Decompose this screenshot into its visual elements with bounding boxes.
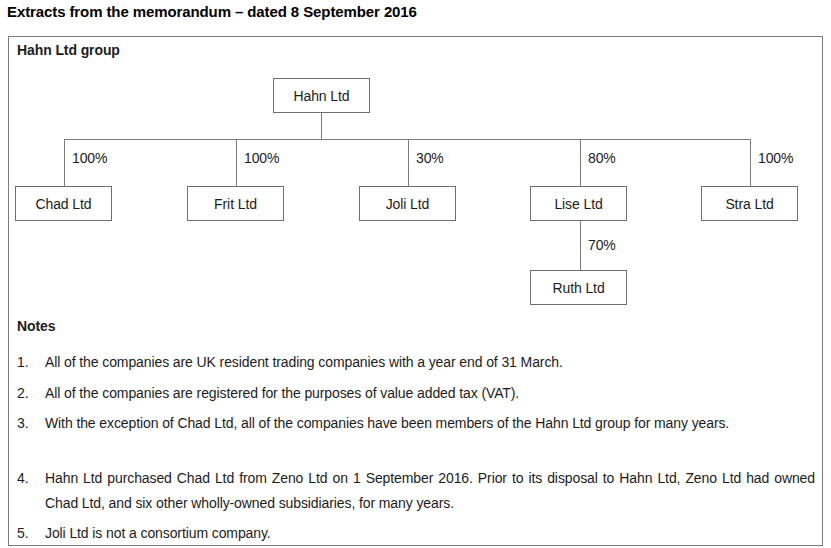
org-node-stra-label: Stra Ltd bbox=[725, 196, 773, 212]
note-number: 4. bbox=[17, 466, 45, 516]
memorandum-extract-page: Extracts from the memorandum – dated 8 S… bbox=[0, 0, 831, 548]
note-number: 3. bbox=[17, 411, 45, 436]
note-text: Hahn Ltd purchased Chad Ltd from Zeno Lt… bbox=[45, 466, 815, 516]
note-item-4: 4. Hahn Ltd purchased Chad Ltd from Zeno… bbox=[17, 466, 815, 516]
note-item-5: 5. Joli Ltd is not a consortium company. bbox=[17, 521, 815, 546]
org-node-lise: Lise Ltd bbox=[530, 186, 627, 221]
connector-drop-stra bbox=[750, 139, 751, 187]
connector-drop-frit bbox=[236, 139, 237, 187]
org-node-frit: Frit Ltd bbox=[187, 186, 284, 221]
note-number: 1. bbox=[17, 350, 45, 375]
org-node-chad-label: Chad Ltd bbox=[35, 196, 91, 212]
note-text: Joli Ltd is not a consortium company. bbox=[45, 521, 815, 546]
notes-heading: Notes bbox=[17, 318, 55, 334]
ownership-label-lise: 80% bbox=[588, 150, 616, 166]
org-node-frit-label: Frit Ltd bbox=[214, 196, 257, 212]
org-node-hahn: Hahn Ltd bbox=[273, 78, 370, 113]
org-node-joli: Joli Ltd bbox=[359, 186, 456, 221]
note-text: All of the companies are UK resident tra… bbox=[45, 350, 815, 375]
group-panel-title: Hahn Ltd group bbox=[17, 42, 120, 58]
ownership-label-ruth: 70% bbox=[588, 237, 616, 253]
org-node-ruth-label: Ruth Ltd bbox=[552, 280, 604, 296]
page-title: Extracts from the memorandum – dated 8 S… bbox=[7, 3, 417, 20]
connector-drop-joli bbox=[408, 139, 409, 187]
ownership-label-stra: 100% bbox=[758, 150, 793, 166]
org-node-joli-label: Joli Ltd bbox=[386, 196, 430, 212]
org-node-ruth: Ruth Ltd bbox=[530, 270, 627, 305]
note-text: All of the companies are registered for … bbox=[45, 381, 815, 406]
connector-drop-lise bbox=[580, 139, 581, 187]
note-item-2: 2. All of the companies are registered f… bbox=[17, 381, 815, 406]
org-node-lise-label: Lise Ltd bbox=[554, 196, 602, 212]
connector-drop-chad bbox=[64, 139, 65, 187]
connector-drop-ruth bbox=[580, 221, 581, 270]
connector-root-stem bbox=[321, 113, 322, 139]
note-item-1: 1. All of the companies are UK resident … bbox=[17, 350, 815, 375]
ownership-label-chad: 100% bbox=[72, 150, 107, 166]
note-number: 5. bbox=[17, 521, 45, 546]
group-structure-panel: Hahn Ltd group Hahn Ltd 100% 100% 30% 80… bbox=[8, 36, 823, 546]
org-node-chad: Chad Ltd bbox=[15, 186, 112, 221]
org-node-hahn-label: Hahn Ltd bbox=[293, 88, 349, 104]
note-text: With the exception of Chad Ltd, all of t… bbox=[45, 411, 815, 436]
ownership-label-frit: 100% bbox=[244, 150, 279, 166]
ownership-label-joli: 30% bbox=[416, 150, 444, 166]
note-item-3: 3. With the exception of Chad Ltd, all o… bbox=[17, 411, 815, 436]
org-node-stra: Stra Ltd bbox=[701, 186, 798, 221]
note-number: 2. bbox=[17, 381, 45, 406]
